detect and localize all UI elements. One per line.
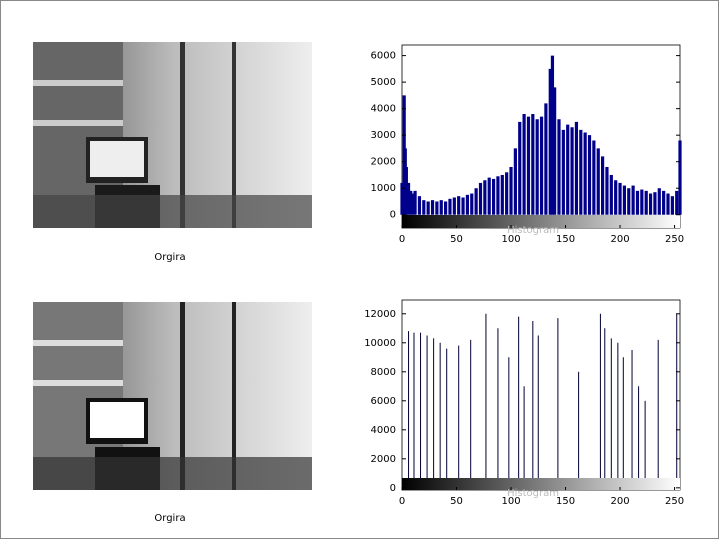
y-tick-label: 8000	[371, 367, 396, 378]
x-tick-label: 0	[399, 234, 405, 245]
y-tick-label: 2000	[371, 454, 396, 465]
y-tick-label: 5000	[371, 77, 396, 88]
x-tick-label: 100	[501, 496, 520, 507]
y-tick-label: 0	[390, 210, 396, 221]
x-tick-label: 100	[501, 234, 520, 245]
x-tick-label: 200	[610, 234, 629, 245]
x-tick-label: 50	[450, 496, 463, 507]
axes	[401, 299, 681, 491]
image-caption: Orgira	[154, 513, 185, 524]
y-tick-label: 12000	[364, 309, 396, 320]
x-tick-label: 50	[450, 234, 463, 245]
x-tick-label: 250	[665, 234, 684, 245]
x-axis-label: Histogram	[507, 488, 559, 499]
y-tick-label: 4000	[371, 425, 396, 436]
x-tick-label: 200	[610, 496, 629, 507]
y-tick-label: 1000	[371, 183, 396, 194]
x-tick-label: 0	[399, 496, 405, 507]
x-tick-label: 250	[665, 496, 684, 507]
x-tick-label: 150	[556, 496, 575, 507]
y-tick-label: 2000	[371, 157, 396, 168]
photo	[33, 42, 312, 228]
y-tick-label: 10000	[364, 338, 396, 349]
y-tick-label: 6000	[371, 396, 396, 407]
y-tick-label: 0	[390, 483, 396, 494]
y-tick-label: 6000	[371, 51, 396, 62]
image-caption: Orgira	[154, 252, 185, 263]
x-tick-label: 150	[556, 234, 575, 245]
y-tick-label: 3000	[371, 130, 396, 141]
colorbar	[402, 215, 680, 228]
colorbar	[402, 478, 680, 490]
y-tick-label: 4000	[371, 104, 396, 115]
photo	[33, 302, 312, 490]
x-axis-label: Histogram	[507, 225, 559, 236]
